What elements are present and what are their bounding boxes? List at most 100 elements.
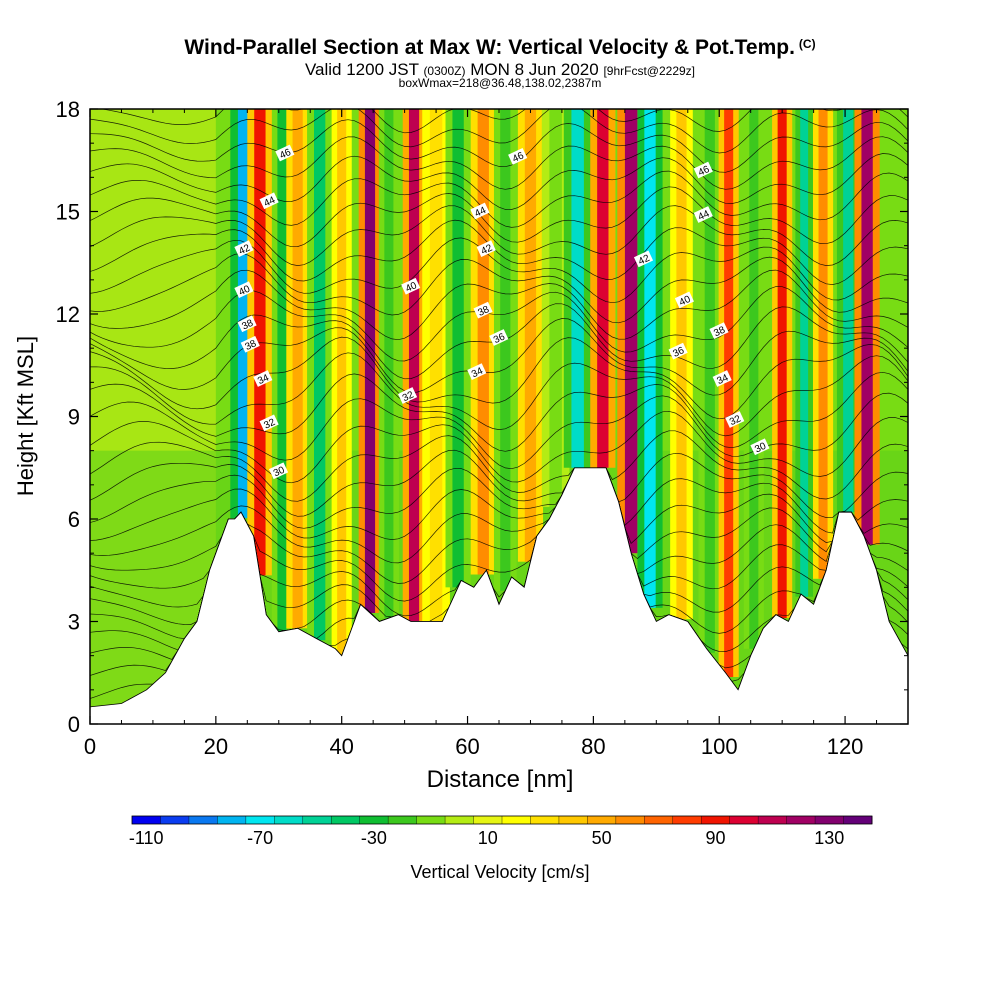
colorbar-tick-label: 90 [705, 828, 725, 848]
x-tick-label: 100 [701, 734, 738, 759]
colorbar-swatch [331, 816, 361, 824]
x-tick-label: 0 [84, 734, 96, 759]
isentrope-label: 46 [508, 148, 528, 165]
isentrope-line [90, 153, 908, 210]
isentrope-label-text: 42 [479, 242, 494, 257]
velocity-column-core [429, 109, 443, 622]
isentrope-line [90, 467, 908, 534]
isentrope-label: 34 [467, 363, 487, 380]
isentrope-label-text: 44 [473, 205, 488, 220]
velocity-column-core [408, 109, 420, 622]
isentrope-line [90, 467, 908, 544]
colorbar-tick-label: 10 [478, 828, 498, 848]
colorbar-swatch [274, 816, 304, 824]
isentrope-label: 30 [750, 438, 770, 456]
isentrope-label: 38 [240, 335, 260, 353]
isentrope-label: 44 [470, 202, 490, 220]
isentrope-label: 42 [234, 240, 254, 257]
velocity-column-core [314, 109, 326, 641]
valid-time-line: Valid 1200 JST (0300Z) MON 8 Jun 2020 [9… [0, 60, 1000, 80]
plot-area: 4644424038383432304032343836424446424038… [90, 109, 908, 724]
velocity-column-core [277, 109, 287, 632]
velocity-column-core [571, 109, 584, 468]
isentrope-line [90, 219, 908, 285]
isentrope-label-text: 34 [470, 365, 485, 380]
colorbar-tick-label: -30 [361, 828, 387, 848]
isentrope-label: 34 [712, 370, 732, 387]
isentrope-line [90, 237, 908, 304]
isentrope-label-text: 32 [262, 417, 277, 432]
velocity-column-core [452, 109, 464, 588]
isentrope-line [90, 119, 908, 173]
x-tick-label: 120 [827, 734, 864, 759]
colorbar-swatch [815, 816, 845, 824]
velocity-column-core [843, 109, 854, 513]
velocity-column-core [749, 109, 759, 649]
colorbar-tick-label: 130 [814, 828, 844, 848]
isentrope-line [90, 449, 908, 518]
forecast-date: MON 8 Jun 2020 [470, 60, 599, 79]
x-tick-label: 60 [455, 734, 479, 759]
velocity-column-core [337, 109, 347, 656]
isentrope-line [90, 286, 908, 362]
colorbar-swatch [644, 816, 674, 824]
chart-title: Wind-Parallel Section at Max W: Vertical… [0, 36, 1000, 60]
colorbar-swatch [245, 816, 275, 824]
y-tick-label: 0 [68, 712, 80, 737]
isentrope-label-text: 36 [671, 345, 686, 360]
y-tick-label: 6 [68, 507, 80, 532]
isentrope-label-text: 42 [237, 242, 252, 257]
isentrope-label: 30 [268, 462, 289, 479]
velocity-column-core [524, 109, 537, 562]
isentrope-label: 44 [693, 206, 713, 223]
isentrope-label-text: 38 [240, 318, 255, 333]
colorbar-swatch [758, 816, 788, 824]
isentrope-label: 46 [275, 144, 295, 162]
isentrope-label-text: 42 [637, 253, 652, 268]
isentrope-line [90, 392, 908, 470]
isentrope-label-text: 32 [401, 389, 416, 404]
terrain-mask [90, 467, 908, 724]
isentrope-label: 32 [259, 414, 279, 432]
valid-prefix: Valid 1200 JST [304, 60, 419, 79]
isentrope-line [90, 336, 908, 420]
isentrope-label-text: 36 [492, 331, 507, 346]
isentrope-label-text: 38 [244, 338, 259, 353]
isentrope-label: 34 [253, 370, 273, 387]
isentrope-label-text: 46 [697, 164, 712, 179]
isentrope-label: 42 [476, 240, 496, 257]
x-tick-label: 40 [329, 734, 353, 759]
colorbar-swatch [416, 816, 446, 824]
velocity-column-core [364, 109, 376, 613]
velocity-column-core [597, 109, 609, 468]
velocity-column-core [724, 109, 734, 678]
isentrope-label-text: 46 [511, 150, 526, 165]
isentrope-label-text: 40 [404, 280, 419, 295]
isentrope-line [90, 371, 908, 452]
isentrope-label-text: 46 [278, 147, 293, 162]
colorbar-swatch [615, 816, 645, 824]
isentrope-label: 38 [709, 322, 729, 339]
isentrope-label-text: 38 [476, 304, 491, 319]
colorbar-swatch [445, 816, 475, 824]
isentrope-label: 36 [668, 342, 688, 360]
y-axis-label: Height [Kft MSL] [13, 335, 38, 497]
colorbar-swatch [217, 816, 247, 824]
colorbar-swatch [672, 816, 702, 824]
isentrope-label-text: 32 [728, 413, 743, 428]
velocity-column-core [818, 109, 828, 579]
isentrope-line [90, 430, 908, 502]
isentrope-line [90, 109, 908, 154]
y-tick-label: 15 [56, 200, 80, 225]
isentrope-label-text: 30 [753, 441, 768, 456]
velocity-column-core [237, 109, 251, 519]
isentrope-label: 40 [674, 291, 694, 309]
velocity-column-core [384, 109, 394, 619]
isentrope-line [90, 205, 908, 266]
isentrope-label: 40 [234, 281, 254, 298]
isentrope-label: 40 [401, 277, 421, 295]
isentrope-label-text: 44 [262, 195, 277, 210]
isentrope-label: 32 [725, 411, 745, 428]
colorbar-tick-label: -110 [129, 828, 164, 848]
isentrope-line [90, 352, 908, 437]
